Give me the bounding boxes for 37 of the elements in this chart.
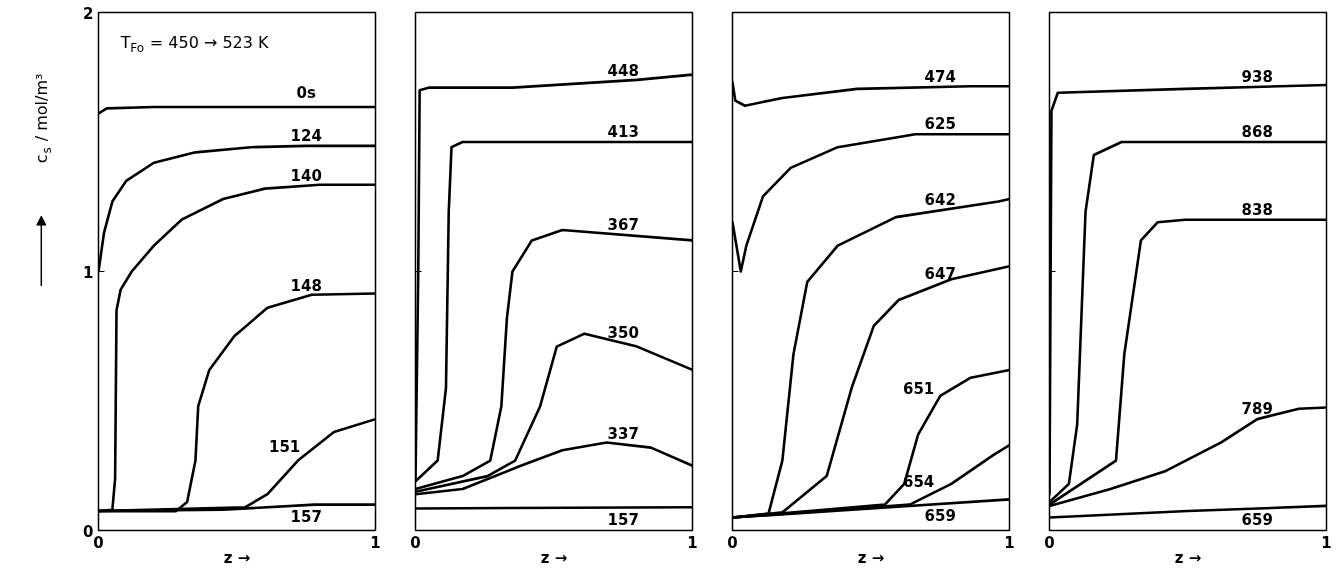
series-label: 474 — [924, 68, 956, 87]
x-tick-label: 1 — [1321, 533, 1332, 552]
series-label: 659 — [1241, 511, 1273, 530]
x-tick-label: 1 — [1004, 533, 1015, 552]
series-label: 124 — [290, 126, 322, 145]
series-label: 148 — [290, 277, 322, 296]
series-label: 140 — [290, 166, 322, 185]
series-label: 868 — [1241, 123, 1273, 141]
series-label: 157 — [607, 510, 639, 529]
series-label: 625 — [924, 115, 956, 134]
series-label: 651 — [902, 379, 935, 398]
series-label: 647 — [924, 264, 956, 283]
series-label: 151 — [268, 438, 301, 456]
y-tick-label: 2 — [83, 4, 94, 23]
x-tick-label: 0 — [410, 533, 421, 552]
series-label: 448 — [607, 61, 639, 80]
x-axis-title: z → — [540, 548, 568, 567]
x-axis-title: z → — [1174, 548, 1202, 567]
series-label: 938 — [1241, 67, 1273, 86]
series-label: 367 — [607, 215, 639, 234]
y-axis-title: cs / mol/m³ — [31, 73, 54, 164]
series-label: 642 — [924, 191, 956, 210]
series-label: 413 — [607, 123, 639, 141]
series-label: 350 — [607, 324, 639, 343]
x-tick-label: 1 — [687, 533, 698, 552]
x-axis-title: z → — [857, 548, 885, 567]
series-label: 0s — [296, 84, 316, 103]
series-label: 789 — [1241, 400, 1273, 419]
series-label: 337 — [607, 425, 639, 444]
x-axis-title: z → — [223, 548, 251, 567]
series-label: 659 — [924, 506, 956, 525]
series-label: 838 — [1241, 200, 1273, 219]
x-tick-label: 1 — [370, 533, 381, 552]
y-tick-label: 1 — [83, 263, 94, 282]
series-label: 157 — [290, 508, 322, 527]
x-tick-label: 0 — [727, 533, 738, 552]
x-tick-label: 0 — [1044, 533, 1055, 552]
